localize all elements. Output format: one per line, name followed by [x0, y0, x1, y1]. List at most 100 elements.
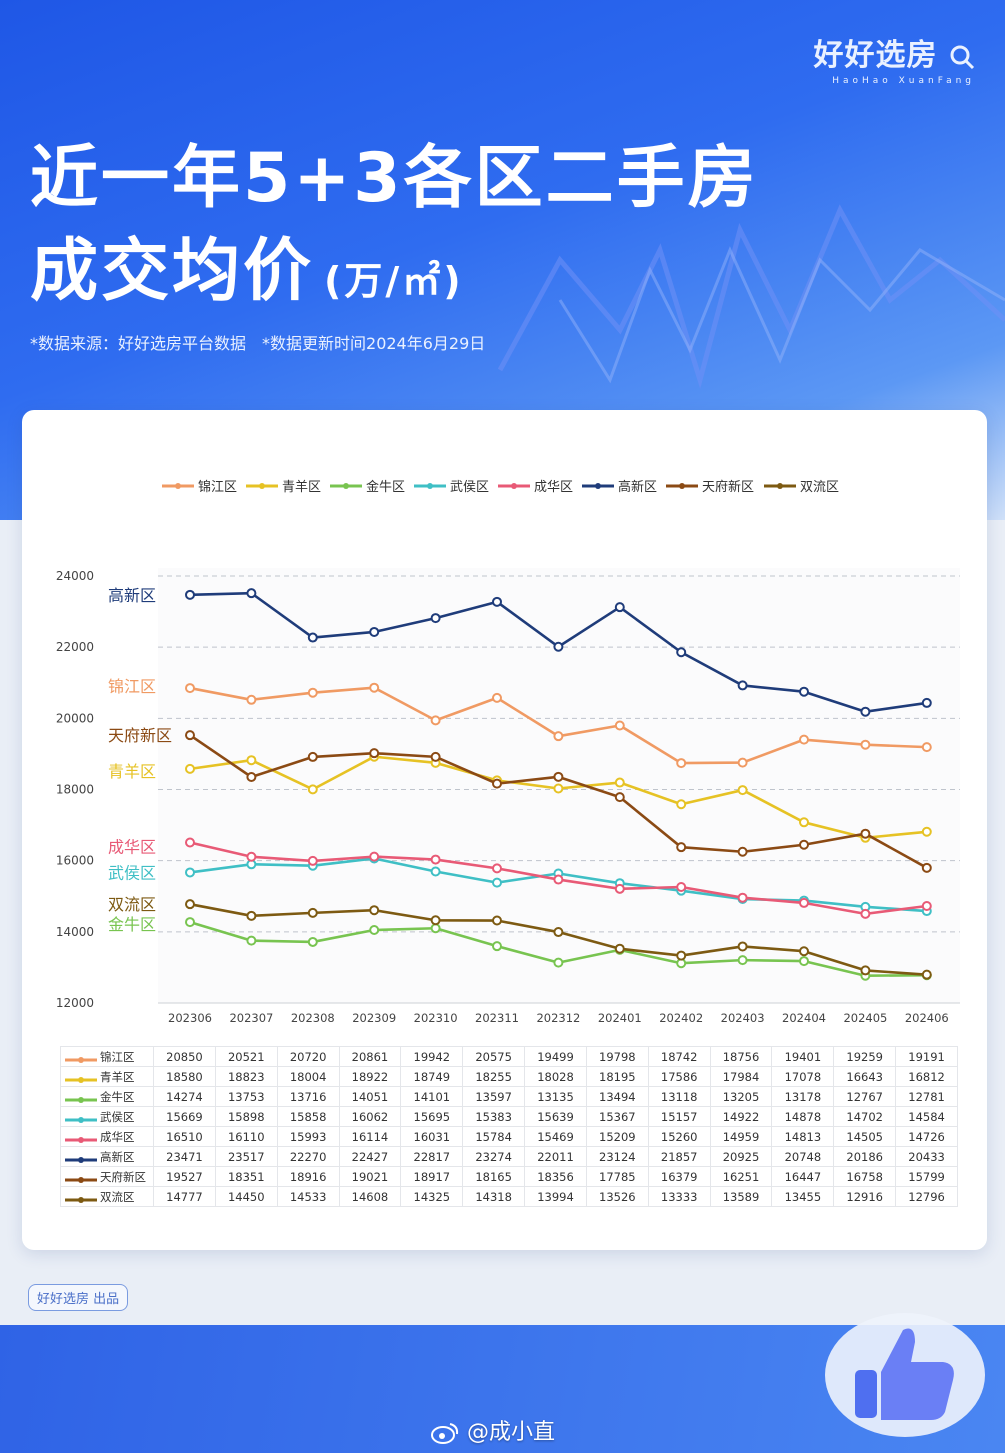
data-point: [185, 867, 195, 878]
y-tick-label: 20000: [56, 711, 94, 725]
table-cell: 18916: [276, 1166, 340, 1187]
data-point: [737, 955, 748, 966]
data-point: [185, 899, 195, 910]
row-swatch: [65, 1153, 97, 1163]
data-point: [799, 686, 809, 697]
table-cell: 18255: [462, 1066, 526, 1087]
table-cell: 15209: [585, 1126, 649, 1147]
table-cell: 17078: [771, 1066, 835, 1087]
y-tick-label: 14000: [56, 925, 94, 939]
table-row: 武侯区 15669 15898 15858 16062 15695 15383 15639 15…: [60, 1106, 958, 1127]
table-cell: 14922: [709, 1106, 773, 1127]
table-cell: 23124: [585, 1146, 649, 1167]
data-point: [799, 946, 809, 957]
row-name: 武侯区: [100, 1109, 135, 1124]
weibo-icon: [431, 1423, 459, 1444]
data-point: [307, 632, 318, 643]
table-cell: 18028: [524, 1066, 587, 1087]
data-point: [860, 908, 871, 919]
table-cell: 14505: [833, 1126, 897, 1147]
table-cell: 15898: [214, 1106, 278, 1127]
y-tick-label: 12000: [56, 996, 94, 1010]
data-point: [799, 956, 809, 967]
data-point: [307, 936, 318, 947]
data-point: [553, 927, 564, 938]
table-cell: 14813: [771, 1126, 835, 1147]
legend-marker: [259, 483, 265, 489]
data-point: [430, 866, 441, 877]
table-cell: 15784: [462, 1126, 526, 1147]
table-cell: 20575: [462, 1046, 526, 1067]
data-point: [921, 742, 932, 753]
table-cell: 14101: [400, 1086, 464, 1107]
data-point: [614, 720, 625, 731]
data-point: [553, 957, 564, 968]
data-point: [799, 817, 809, 828]
table-cell: 22817: [400, 1146, 464, 1167]
data-point: [921, 862, 932, 873]
data-point: [430, 613, 441, 624]
table-cell: 20521: [214, 1046, 278, 1067]
data-point: [246, 588, 257, 599]
row-label: 双流区: [60, 1186, 154, 1207]
table-cell: 14318: [462, 1186, 526, 1207]
table-cell: 18351: [214, 1166, 278, 1187]
table-cell: 18823: [214, 1066, 278, 1087]
chart-panel: 12000 14000 16000 18000 20000 22000 24000 20230…: [22, 410, 987, 1250]
data-point: [492, 877, 502, 888]
x-tick-label: 202403: [721, 1011, 765, 1025]
data-point: [737, 892, 748, 903]
legend-marker: [427, 483, 433, 489]
data-point: [676, 799, 687, 810]
data-point: [430, 915, 441, 926]
row-name: 成华区: [100, 1129, 135, 1144]
legend-label: 锦江区: [198, 480, 237, 495]
table-cell: 14702: [833, 1106, 897, 1127]
table-cell: 18356: [524, 1166, 587, 1187]
table-cell: 14726: [895, 1126, 958, 1147]
table-cell: 14878: [771, 1106, 835, 1127]
data-point: [307, 907, 318, 918]
table-row: 高新区 23471 23517 22270 22427 22817 23274 22011 23…: [60, 1146, 958, 1167]
table-cell: 23274: [462, 1146, 526, 1167]
table-cell: 12796: [895, 1186, 958, 1207]
data-point: [246, 755, 257, 766]
data-point: [676, 842, 687, 853]
x-tick-label: 202307: [229, 1011, 273, 1025]
data-point: [553, 641, 564, 652]
legend-marker: [343, 483, 349, 489]
data-point: [430, 923, 441, 934]
weibo-watermark: @成小直: [430, 1414, 555, 1446]
x-tick-label: 202402: [659, 1011, 703, 1025]
x-tick-label: 202404: [782, 1011, 826, 1025]
producer-badge: 好好选房 出品: [28, 1284, 129, 1311]
data-point: [737, 757, 748, 768]
table-cell: 19259: [833, 1046, 897, 1067]
table-cell: 14533: [276, 1186, 340, 1207]
table-cell: 16031: [400, 1126, 464, 1147]
data-point: [921, 900, 932, 911]
data-point: [737, 680, 748, 691]
search-logo-icon: [950, 45, 975, 69]
row-label: 成华区: [60, 1126, 154, 1147]
table-cell: 14608: [338, 1186, 402, 1207]
data-point: [492, 941, 502, 952]
data-point: [246, 851, 257, 862]
data-point: [553, 874, 564, 885]
table-cell: 18580: [153, 1066, 216, 1087]
unit-label: (万/㎡): [324, 259, 464, 303]
data-point: [246, 694, 257, 705]
table-cell: 13753: [214, 1086, 278, 1107]
table-row: 成华区 16510 16110 15993 16114 16031 15784 15469 15…: [60, 1126, 958, 1147]
data-point: [860, 965, 871, 976]
legend-label: 金牛区: [366, 479, 405, 495]
table-cell: 15260: [647, 1126, 711, 1147]
data-point: [430, 715, 441, 726]
data-point: [185, 917, 195, 928]
data-point: [369, 925, 380, 936]
table-cell: 16643: [833, 1066, 897, 1087]
row-name: 天府新区: [100, 1169, 146, 1184]
source-text: *数据来源：好好选房平台数据: [30, 334, 247, 353]
data-point: [307, 687, 318, 698]
table-cell: 19942: [400, 1046, 464, 1067]
